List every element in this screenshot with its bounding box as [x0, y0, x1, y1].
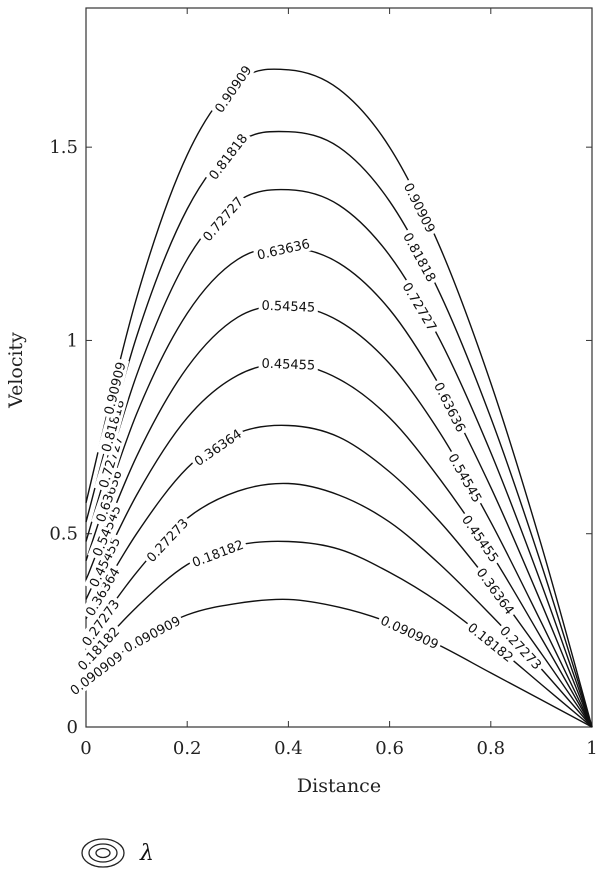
contour-line	[85, 362, 593, 728]
contour-line	[85, 68, 593, 728]
contour-line	[85, 188, 593, 728]
contour-label-bg	[252, 234, 314, 264]
contour-label-bg	[96, 394, 128, 457]
contour-label-bg	[94, 431, 127, 493]
contour-label-bg	[188, 423, 247, 471]
contour-label-bg	[399, 177, 441, 238]
contour-label-bg	[140, 512, 194, 567]
contour-label-bg	[197, 191, 249, 247]
legend: λ	[81, 838, 154, 868]
contour-label-bg	[87, 500, 125, 562]
contour-label-bg	[118, 611, 186, 657]
x-tick-label: 0.6	[375, 738, 404, 759]
contour-label-bg	[99, 357, 130, 419]
contour-label: 0.45455	[258, 354, 319, 374]
y-tick-label: 1	[67, 330, 78, 351]
contour-label-bg	[84, 531, 125, 593]
contour-label: 0.54545	[258, 296, 319, 316]
legend-label: λ	[139, 841, 154, 866]
contour-label-bg	[495, 620, 548, 675]
contour-label-bg	[203, 128, 253, 185]
x-tick-label: 0	[80, 738, 91, 759]
x-tick-label: 0.4	[274, 738, 303, 759]
contour-line	[85, 424, 593, 728]
contour-label-bg	[398, 227, 442, 287]
x-tick-label: 1	[586, 738, 597, 759]
contour-label-bg	[472, 562, 520, 620]
y-axis-label: Velocity	[5, 332, 27, 409]
y-tick-label: 1.5	[49, 137, 78, 158]
contour-label-text: 0.45455	[261, 357, 315, 374]
x-tick-label: 0.8	[476, 738, 505, 759]
contour-label-bg	[443, 448, 488, 508]
x-axis-ticks: 0 0.2 0.4 0.6 0.8 1	[80, 8, 598, 759]
contour-label-bg	[376, 610, 444, 654]
contour-label-bg	[258, 296, 319, 315]
concentric-circles-icon	[81, 838, 125, 868]
contour-label-bg	[209, 59, 257, 118]
contour-label-bg	[80, 561, 125, 622]
contour-label-bg	[91, 465, 126, 527]
contour-label-bg	[457, 509, 505, 568]
y-axis-ticks: 0 0.5 1 1.5	[49, 137, 592, 738]
y-tick-label: 0.5	[49, 524, 78, 545]
contour-label-bg	[462, 617, 519, 667]
contour-label-bg	[397, 276, 443, 336]
contour-label-bg	[72, 621, 125, 676]
x-axis-label: Distance	[297, 775, 381, 797]
contour-label-text: 0.54545	[261, 299, 315, 316]
contour-label-bg	[64, 646, 128, 700]
contour-line	[85, 304, 593, 728]
contour-label-bg	[76, 593, 125, 652]
contour-label-bg	[187, 534, 249, 572]
contour-label-bg	[258, 354, 319, 373]
contour-line	[85, 130, 593, 728]
contour-label-bg	[429, 376, 471, 437]
y-tick-label: 0	[67, 717, 78, 738]
contour-line	[85, 246, 593, 728]
x-tick-label: 0.2	[173, 738, 202, 759]
